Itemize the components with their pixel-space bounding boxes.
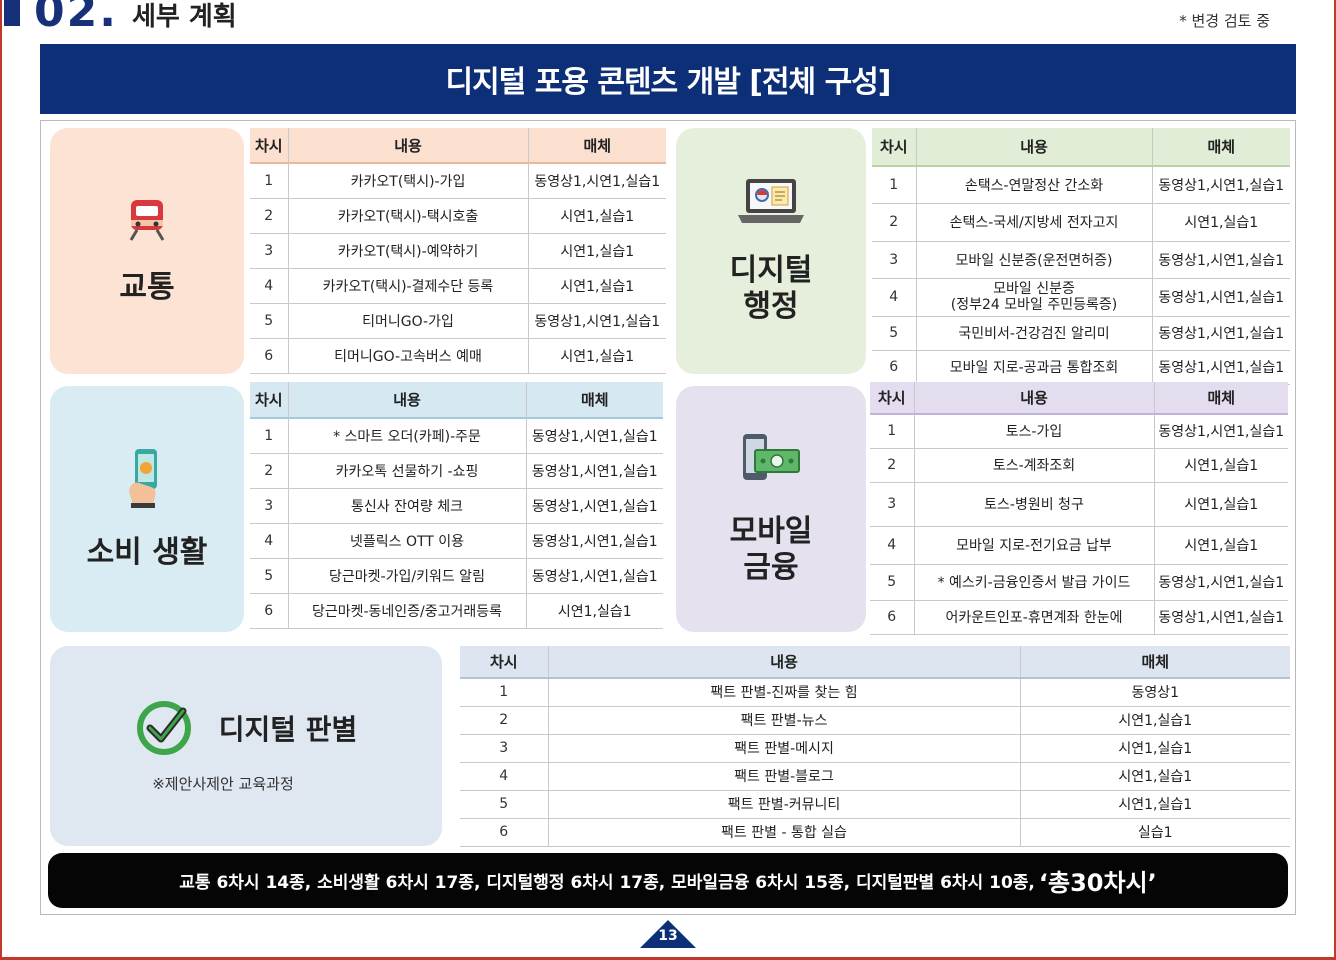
category-admin: 디지털 행정 (676, 128, 866, 374)
col-no: 차시 (870, 382, 914, 415)
section-marker (4, 0, 20, 26)
table-row: 5 팩트 판별-커뮤니티 시연1,실습1 (460, 790, 1290, 819)
laptop-icon (736, 177, 806, 231)
col-media: 매체 (526, 382, 663, 419)
section-title: 세부 계획 (132, 2, 237, 32)
summary-text: 교통 6차시 14종, 소비생활 6차시 17종, 디지털행정 6차시 17종,… (179, 873, 1035, 893)
summary-bar: 교통 6차시 14종, 소비생활 6차시 17종, 디지털행정 6차시 17종,… (48, 853, 1288, 908)
table-row: 4 넷플릭스 OTT 이용 동영상1,시연1,실습1 (250, 523, 663, 559)
table-row: 2 카카오톡 선물하기 -쇼핑 동영상1,시연1,실습1 (250, 453, 663, 489)
table-row: 4 팩트 판별-블로그 시연1,실습1 (460, 762, 1290, 791)
table-row: 6 모바일 지로-공과금 통합조회 동영상1,시연1,실습1 (872, 350, 1290, 385)
table-row: 5 당근마켓-가입/키워드 알림 동영상1,시연1,실습1 (250, 558, 663, 594)
table-row: 5 국민비서-건강검진 알리미 동영상1,시연1,실습1 (872, 316, 1290, 351)
table-row: 5 티머니GO-가입 동영상1,시연1,실습1 (250, 303, 666, 339)
table-row: 1 * 스마트 오더(카페)-주문 동영상1,시연1,실습1 (250, 418, 663, 454)
category-factcheck: 디지털 판별 ※제안사제안 교육과정 (50, 646, 442, 846)
col-no: 차시 (250, 128, 288, 164)
checkmark-icon (135, 699, 193, 761)
table-traffic: 차시 내용 매체 1 카카오T(택시)-가입 동영상1,시연1,실습1 2 카카… (250, 128, 666, 374)
table-finance: 차시 내용 매체 1 토스-가입 동영상1,시연1,실습1 2 토스-계좌조회 … (870, 382, 1288, 635)
mobile-money-icon (739, 432, 803, 492)
table-admin: 차시 내용 매체 1 손택스-연말정산 간소화 동영상1,시연1,실습1 2 손… (872, 128, 1290, 385)
table-row: 4 모바일 지로-전기요금 납부 시연1,실습1 (870, 526, 1288, 565)
col-media: 매체 (1152, 128, 1290, 167)
table-row: 6 당근마켓-동네인증/중고거래등록 시연1,실습1 (250, 593, 663, 629)
factcheck-note: ※제안사제안 교육과정 (152, 774, 294, 793)
col-content: 내용 (915, 128, 1153, 167)
col-no: 차시 (460, 646, 548, 679)
content-frame (40, 120, 1296, 915)
col-no: 차시 (250, 382, 288, 419)
category-label: 모바일 금융 (729, 514, 813, 585)
category-finance: 모바일 금융 (676, 386, 866, 632)
table-factcheck: 차시 내용 매체 1 팩트 판별-진짜를 찾는 힘 동영상1 2 팩트 판별-뉴… (460, 646, 1290, 847)
col-content: 내용 (547, 646, 1021, 679)
category-traffic: 교통 (50, 128, 244, 374)
page-banner: 디지털 포용 콘텐츠 개발 [전체 구성] (40, 44, 1296, 114)
col-content: 내용 (287, 382, 527, 419)
col-no: 차시 (872, 128, 916, 167)
table-row: 6 어카운트인포-휴면계좌 한눈에 동영상1,시연1,실습1 (870, 600, 1288, 635)
table-row: 2 손택스-국세/지방세 전자고지 시연1,실습1 (872, 203, 1290, 242)
table-row: 2 토스-계좌조회 시연1,실습1 (870, 448, 1288, 483)
train-icon (123, 196, 171, 248)
col-media: 매체 (1020, 646, 1290, 679)
table-row: 1 카카오T(택시)-가입 동영상1,시연1,실습1 (250, 163, 666, 199)
table-row: 3 카카오T(택시)-예약하기 시연1,실습1 (250, 233, 666, 269)
page-number: 13 (658, 928, 678, 944)
category-label: 디지털 행정 (729, 253, 813, 324)
table-row: 3 통신사 잔여량 체크 동영상1,시연1,실습1 (250, 488, 663, 524)
table-row: 1 팩트 판별-진짜를 찾는 힘 동영상1 (460, 678, 1290, 707)
table-row: 2 카카오T(택시)-택시호출 시연1,실습1 (250, 198, 666, 234)
table-consumer: 차시 내용 매체 1 * 스마트 오더(카페)-주문 동영상1,시연1,실습1 … (250, 382, 663, 629)
section-number: 02. (34, 0, 118, 37)
table-row: 6 티머니GO-고속버스 예매 시연1,실습1 (250, 338, 666, 374)
table-row: 3 토스-병원비 청구 시연1,실습1 (870, 482, 1288, 527)
col-content: 내용 (287, 128, 529, 164)
table-row: 1 토스-가입 동영상1,시연1,실습1 (870, 414, 1288, 449)
table-row: 2 팩트 판별-뉴스 시연1,실습1 (460, 706, 1290, 735)
category-label: 교통 (119, 270, 175, 305)
banner-title: 디지털 포용 콘텐츠 개발 [전체 구성] (445, 65, 891, 100)
category-consumer: 소비 생활 (50, 386, 244, 632)
table-row: 3 모바일 신분증(운전면허증) 동영상1,시연1,실습1 (872, 241, 1290, 279)
table-row: 3 팩트 판별-메시지 시연1,실습1 (460, 734, 1290, 763)
col-media: 매체 (528, 128, 666, 164)
phone-payment-icon (125, 447, 169, 513)
page-number-badge: 13 (640, 918, 696, 948)
col-content: 내용 (913, 382, 1155, 415)
factcheck-heading: 디지털 판별 (135, 699, 358, 761)
table-row: 1 손택스-연말정산 간소화 동영상1,시연1,실습1 (872, 166, 1290, 204)
table-row: 4 모바일 신분증 (정부24 모바일 주민등록증) 동영상1,시연1,실습1 (872, 278, 1290, 317)
review-note: * 변경 검토 중 (1179, 12, 1270, 30)
table-row: 5 * 예스키-금융인증서 발급 가이드 동영상1,시연1,실습1 (870, 564, 1288, 601)
category-label: 디지털 판별 (218, 712, 358, 746)
table-row: 6 팩트 판별 - 통합 실습 실습1 (460, 818, 1290, 847)
category-label: 소비 생활 (86, 535, 208, 570)
table-row: 4 카카오T(택시)-결제수단 등록 시연1,실습1 (250, 268, 666, 304)
summary-total: ‘총30차시’ (1038, 869, 1157, 897)
col-media: 매체 (1154, 382, 1288, 415)
